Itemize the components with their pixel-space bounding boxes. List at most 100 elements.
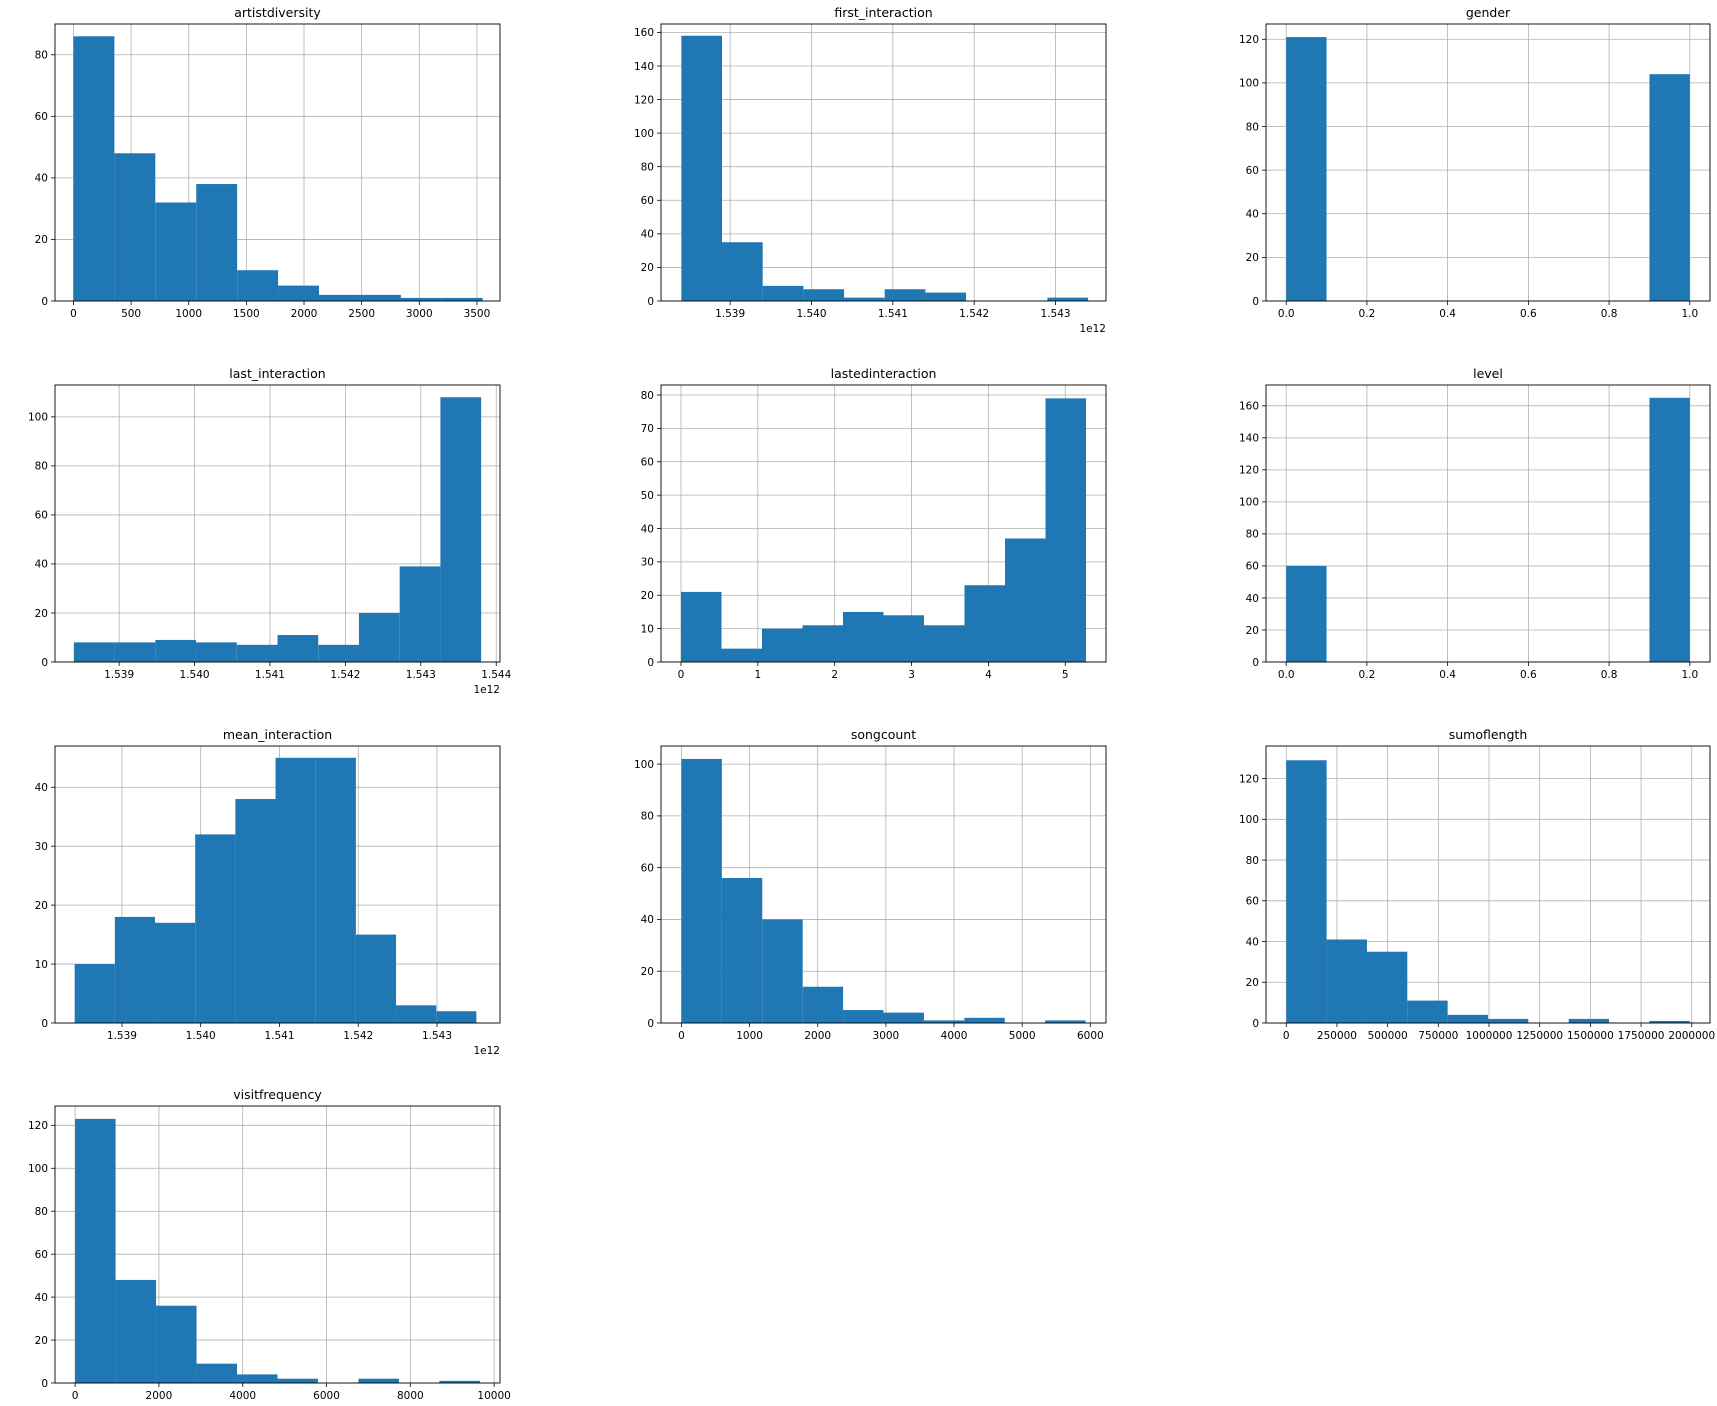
- y-tick-label: 60: [641, 862, 654, 874]
- x-tick-label: 1: [754, 669, 761, 681]
- histogram-bar: [73, 36, 115, 302]
- y-tick-label: 80: [641, 390, 654, 402]
- x-tick-label: 0.8: [1601, 308, 1618, 320]
- y-tick-label: 60: [35, 1249, 48, 1261]
- y-tick-label: 0: [1252, 296, 1259, 308]
- y-tick-label: 80: [641, 161, 654, 173]
- histogram-bar: [1005, 538, 1046, 662]
- y-tick-label: 80: [1246, 855, 1259, 867]
- x-tick-label: 0: [1283, 1030, 1290, 1042]
- histogram-bar: [277, 635, 319, 662]
- x-tick-label: 0.4: [1439, 308, 1456, 320]
- histogram-bar: [275, 757, 316, 1023]
- x-tick-label: 1000: [175, 308, 202, 320]
- x-tick-label: 1000000: [1466, 1030, 1513, 1042]
- histogram-bar: [1047, 297, 1089, 301]
- histogram-visitfrequency: 0 2000 4000 6000 8000 10000 0 20 40 60 80 100 120 vis…: [28, 1087, 511, 1402]
- x-tick-label: 2000: [146, 1390, 173, 1402]
- x-tick-label: 1.542: [330, 669, 360, 681]
- histogram-bar: [803, 289, 845, 301]
- histogram-bar: [318, 644, 359, 662]
- y-tick-label: 40: [35, 1292, 48, 1304]
- y-tick-label: 140: [634, 61, 654, 73]
- histogram-bar: [844, 297, 885, 301]
- chart-title: sumoflength: [1449, 727, 1528, 742]
- chart-title: lastedinteraction: [831, 366, 937, 381]
- x-tick-label: 1.543: [1041, 308, 1071, 320]
- x-tick-label: 0.6: [1520, 308, 1537, 320]
- y-tick-label: 60: [35, 111, 48, 123]
- histogram-bar: [237, 1374, 278, 1383]
- x-tick-label: 1.541: [255, 669, 285, 681]
- histogram-bar: [681, 35, 723, 301]
- histogram-bar: [1568, 1018, 1610, 1023]
- y-tick-label: 100: [28, 412, 48, 424]
- histogram-sumoflength: 0 250000 500000 750000 1000000 1250000 1500000…: [1239, 727, 1715, 1042]
- y-tick-label: 40: [35, 782, 48, 794]
- y-tick-label: 120: [28, 1120, 48, 1132]
- histogram-bar: [1649, 397, 1690, 662]
- x-tick-label: 1.540: [796, 308, 826, 320]
- histogram-bar: [802, 625, 843, 662]
- x-tick-label: 2000: [804, 1030, 831, 1042]
- histogram-bar: [114, 642, 156, 662]
- histogram-bar: [114, 916, 156, 1023]
- histogram-bar: [155, 202, 197, 301]
- x-tick-label: 4000: [229, 1390, 256, 1402]
- histogram-bar: [195, 834, 236, 1023]
- x-tick-label: 1.0: [1681, 308, 1698, 320]
- x-tick-label: 3000: [873, 1030, 900, 1042]
- histogram-bar: [74, 964, 115, 1023]
- x-tick-label: 0: [70, 308, 77, 320]
- x-tick-label: 6000: [313, 1390, 340, 1402]
- histogram-bar: [721, 878, 763, 1023]
- x-tick-label: 10000: [477, 1390, 510, 1402]
- histogram-bar: [73, 642, 115, 662]
- histogram-bar: [196, 1363, 238, 1383]
- x-tick-label: 1.544: [481, 669, 511, 681]
- axes-frame: [54, 745, 501, 1024]
- x-tick-label: 1.541: [878, 308, 908, 320]
- histogram-bar: [156, 1305, 197, 1383]
- y-tick-label: 40: [1246, 936, 1259, 948]
- y-tick-label: 30: [641, 557, 654, 569]
- histogram-bar: [1447, 1014, 1488, 1023]
- y-tick-label: 100: [28, 1163, 48, 1175]
- x-tick-label: 2: [831, 669, 838, 681]
- x-tick-label: 1.542: [343, 1030, 373, 1042]
- chart-title: first_interaction: [834, 5, 932, 20]
- x-tick-label: 8000: [397, 1390, 424, 1402]
- histogram-artistdiversity: 0 500 1000 1500 2000 2500 3000 3500 0 20 40 60 80 art…: [35, 5, 501, 320]
- histogram-bar: [924, 625, 965, 662]
- y-tick-label: 20: [1246, 977, 1259, 989]
- histogram-bar: [680, 591, 722, 662]
- x-tick-label: 0.2: [1359, 669, 1376, 681]
- y-tick-label: 120: [1239, 465, 1259, 477]
- y-tick-label: 20: [35, 234, 48, 246]
- histogram-bar: [1286, 37, 1327, 302]
- x-tick-label: 500000: [1368, 1030, 1408, 1042]
- axes-frame: [54, 1105, 501, 1384]
- histogram-bar: [440, 397, 482, 662]
- y-tick-label: 0: [41, 296, 48, 308]
- x-tick-label: 1500000: [1567, 1030, 1614, 1042]
- x-tick-label: 750000: [1418, 1030, 1458, 1042]
- y-tick-label: 80: [35, 50, 48, 62]
- y-tick-label: 0: [1252, 657, 1259, 669]
- histogram-bar: [802, 986, 844, 1023]
- histogram-bar: [155, 639, 197, 662]
- x-tick-label: 1.539: [104, 669, 134, 681]
- y-tick-label: 60: [1246, 561, 1259, 573]
- y-tick-label: 60: [1246, 896, 1259, 908]
- x-tick-label: 1.540: [180, 669, 210, 681]
- y-tick-label: 120: [634, 94, 654, 106]
- histogram-bar: [115, 1279, 157, 1383]
- x-tick-label: 3500: [464, 308, 491, 320]
- histogram-bar: [358, 612, 400, 662]
- x-tick-label: 5000: [1009, 1030, 1036, 1042]
- y-tick-label: 40: [35, 559, 48, 571]
- y-tick-label: 80: [35, 1206, 48, 1218]
- y-tick-label: 20: [641, 262, 654, 274]
- histogram-gender: 0.0 0.2 0.4 0.6 0.8 1.0 0 20 40 60 80 100 120 gender: [1239, 5, 1711, 320]
- y-tick-label: 20: [641, 966, 654, 978]
